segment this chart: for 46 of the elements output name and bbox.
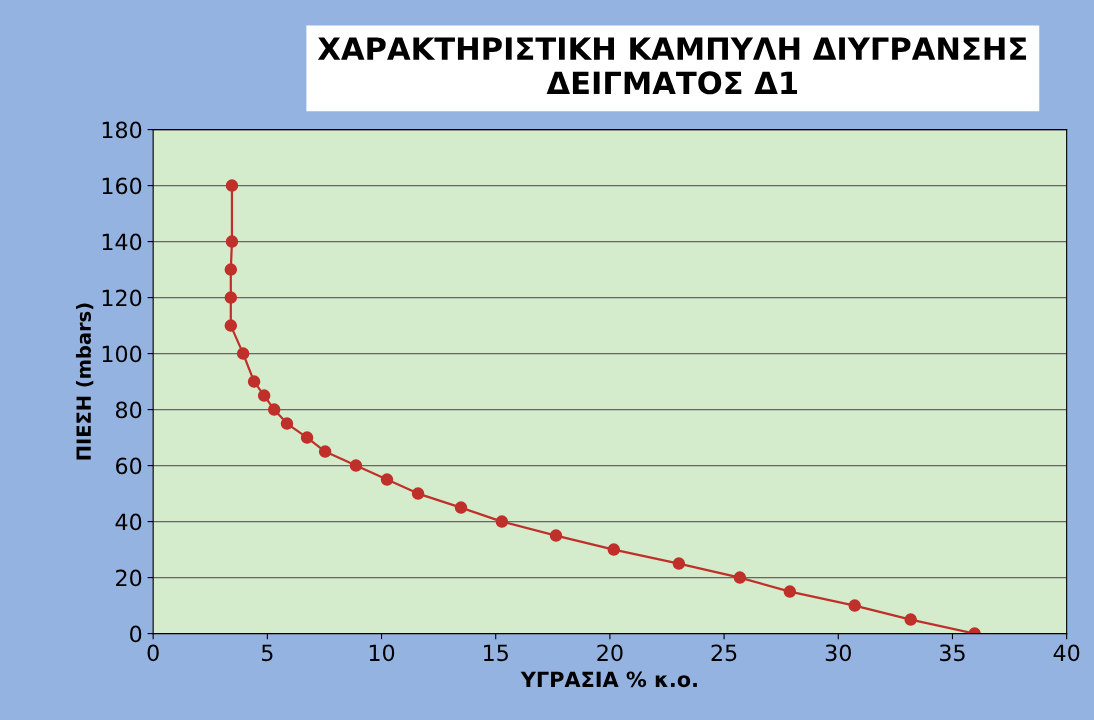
point (224, 319, 238, 332)
y-tick-label: 40 (115, 513, 142, 531)
point (733, 571, 747, 584)
chart-title: ΧΑΡΑΚΤΗΡΙΣΤΙΚΗ ΚΑΜΠΥΛΗ ΔΙΥΓΡΑΝΣΗΣ ΔΕΙΓΜΑΤΟΣ Δ1 (317, 37, 1027, 95)
y-tick-label: 160 (102, 177, 142, 195)
point (607, 543, 621, 556)
point (495, 515, 509, 528)
x-tick-label: 15 (484, 644, 508, 662)
x-tick-label: 20 (597, 644, 623, 662)
y-tick-label: 140 (102, 233, 142, 251)
y-tick-label: 0 (130, 625, 142, 643)
point (247, 375, 261, 388)
x-tick-label: 30 (825, 644, 851, 662)
y-tick-label: 180 (102, 121, 142, 139)
point (904, 613, 917, 626)
point (672, 557, 686, 570)
point (549, 529, 563, 542)
y-tick-label: 60 (116, 457, 142, 475)
x-tick-label: 25 (711, 644, 737, 662)
y-axis-title: ΠΙΕΣΗ (mbars) (75, 303, 94, 460)
point (300, 431, 314, 444)
point (257, 389, 271, 402)
point (454, 501, 468, 514)
point (236, 347, 250, 360)
point (783, 585, 797, 598)
x-tick-label: 40 (1053, 644, 1080, 662)
point (318, 445, 332, 458)
point (411, 487, 425, 500)
x-tick-label: 10 (369, 644, 395, 662)
x-tick-label: 35 (940, 644, 965, 662)
point (225, 235, 239, 248)
y-tick-label: 20 (116, 569, 142, 587)
point (224, 291, 238, 304)
point (225, 179, 239, 192)
y-tick-label: 80 (115, 401, 142, 419)
x-tick-label: 0 (147, 644, 159, 662)
y-tick-label: 120 (102, 289, 142, 307)
point (848, 599, 861, 612)
x-axis-title: ΥΓΡΑΣΙΑ % κ.ο. (520, 671, 697, 688)
point (267, 403, 281, 416)
point (280, 417, 294, 430)
x-tick-label: 5 (261, 644, 273, 662)
point (380, 473, 394, 486)
point (349, 459, 363, 472)
y-tick-label: 100 (102, 345, 142, 363)
point (224, 263, 238, 276)
